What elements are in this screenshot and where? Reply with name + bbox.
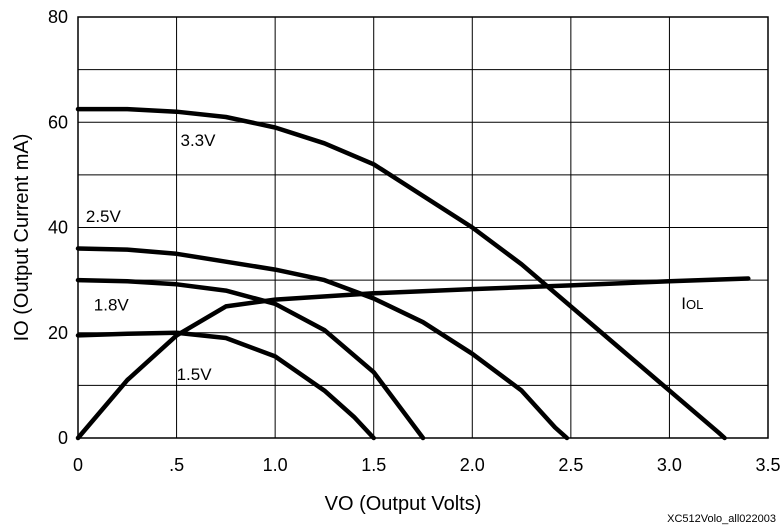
grid (78, 17, 768, 438)
x-tick-label: 1.0 (263, 455, 288, 475)
x-axis-title: VO (Output Volts) (325, 493, 482, 515)
x-tick-label: 2.5 (558, 455, 583, 475)
y-tick-label: 80 (48, 7, 68, 27)
y-tick-label: 60 (48, 112, 68, 132)
curves (75, 106, 751, 441)
x-tick-label: 1.5 (361, 455, 386, 475)
x-tick-label: 3.5 (755, 455, 780, 475)
figure-footnote: XC512Volo_all022003 (667, 513, 776, 525)
y-tick-label: 0 (58, 428, 68, 448)
series-line-2-5v (75, 246, 570, 441)
series-line-1-8v (75, 277, 426, 441)
y-tick-labels: 0 20 40 60 80 (48, 7, 68, 448)
x-tick-label: 2.0 (460, 455, 485, 475)
series-label-1-8v: 1.8V (94, 296, 130, 315)
series-label-3-3v: 3.3V (181, 131, 217, 150)
x-tick-label: .5 (169, 455, 184, 475)
y-tick-label: 20 (48, 323, 68, 343)
series-line-1-5v (75, 330, 376, 441)
series-line-iol (75, 276, 751, 441)
x-tick-labels: 0 .5 1.0 1.5 2.0 2.5 3.0 3.5 (73, 455, 781, 475)
x-tick-label: 0 (73, 455, 83, 475)
y-tick-label: 40 (48, 218, 68, 238)
series-label-iol: IOL (681, 294, 703, 313)
x-tick-label: 3.0 (657, 455, 682, 475)
series-labels: 3.3V 2.5V 1.8V 1.5V IOL (86, 131, 703, 384)
series-label-2-5v: 2.5V (86, 207, 122, 226)
y-axis-title: IO (Output Current mA) (11, 134, 33, 342)
series-label-1-5v: 1.5V (177, 365, 213, 384)
series-line-3-3v (75, 106, 727, 441)
